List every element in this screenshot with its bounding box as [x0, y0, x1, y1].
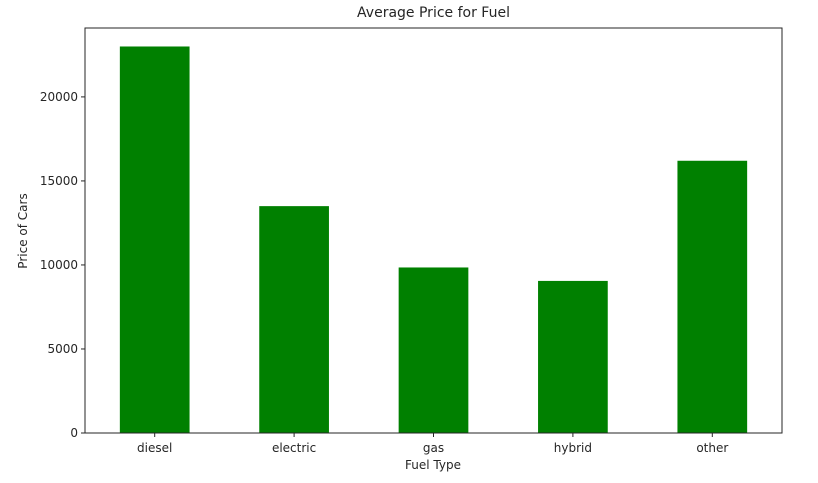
y-axis-label: Price of Cars [16, 193, 30, 268]
y-tick-label-20000: 20000 [40, 90, 78, 104]
x-tick-label-hybrid: hybrid [554, 441, 592, 455]
y-tick-label-0: 0 [70, 426, 78, 440]
x-tick-label-other: other [696, 441, 728, 455]
bar-diesel [119, 46, 190, 434]
bar-electric [259, 206, 329, 433]
y-tick-label-5000: 5000 [47, 342, 78, 356]
x-tick-label-electric: electric [272, 441, 316, 455]
bars-layer [119, 46, 748, 434]
x-axis: diesel electric gas hybrid other [137, 433, 728, 455]
chart-title: Average Price for Fuel [357, 5, 510, 21]
bar-gas [398, 267, 469, 433]
y-tick-label-10000: 10000 [40, 258, 78, 272]
x-tick-label-gas: gas [423, 441, 444, 455]
bar-other [677, 160, 748, 433]
y-axis: 0 5000 10000 15000 20000 [40, 90, 85, 440]
bar-hybrid [538, 280, 608, 433]
x-tick-label-diesel: diesel [137, 441, 172, 455]
y-tick-label-15000: 15000 [40, 174, 78, 188]
x-axis-label: Fuel Type [405, 458, 461, 472]
